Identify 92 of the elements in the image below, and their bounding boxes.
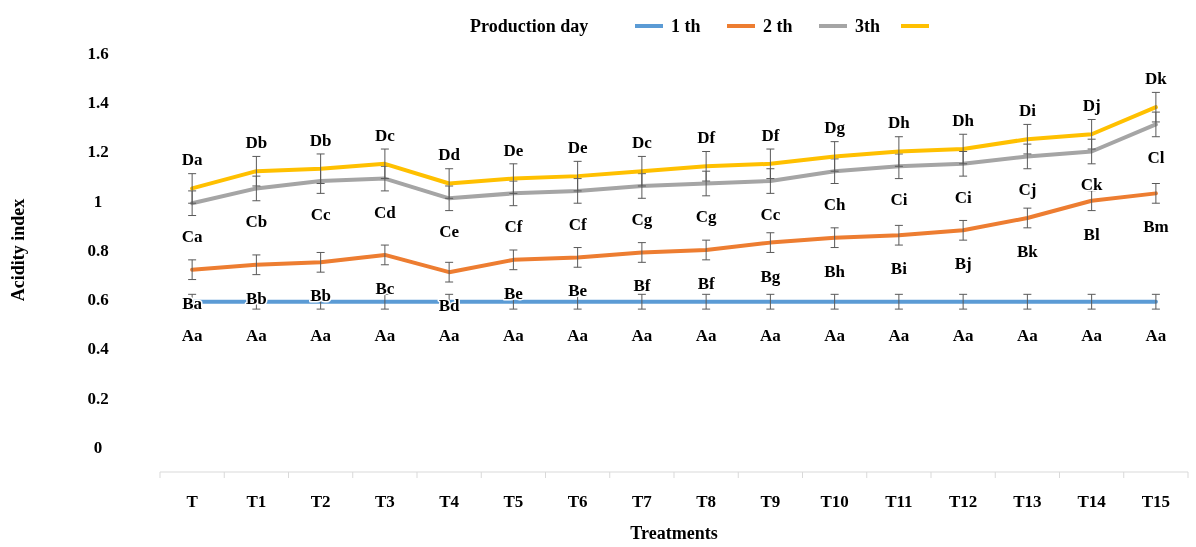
data-label: Aa	[695, 325, 718, 345]
x-tick-label: T13	[1013, 492, 1042, 511]
y-tick-label: 1	[93, 191, 103, 211]
x-tick-label: T11	[885, 492, 913, 511]
data-label: Ck	[1080, 175, 1104, 195]
data-label: Bl	[1083, 224, 1100, 244]
y-tick-label: 0.2	[87, 388, 109, 408]
data-label: De	[567, 138, 588, 158]
data-label: Cg	[631, 209, 653, 229]
data-label: Di	[1018, 101, 1037, 121]
data-label: Cb	[245, 212, 268, 232]
y-tick-label: 0.8	[87, 240, 109, 260]
data-label: Dc	[374, 125, 396, 145]
legend-label: 3th	[855, 16, 881, 36]
data-label: Bc	[375, 278, 395, 298]
data-label: Bm	[1143, 217, 1169, 237]
x-tick-label: T8	[696, 492, 717, 511]
data-label: Aa	[824, 325, 846, 345]
data-label: Bf	[633, 276, 651, 296]
data-label: Cl	[1147, 148, 1165, 168]
data-label: Aa	[567, 325, 589, 345]
data-label: Dj	[1082, 96, 1101, 116]
data-label: Db	[245, 133, 268, 153]
data-label: Bg	[760, 266, 781, 286]
data-label: Df	[697, 128, 716, 148]
data-label: Aa	[1145, 325, 1167, 345]
data-label: Dd	[438, 145, 461, 165]
data-label: Db	[309, 130, 332, 150]
data-label: Aa	[502, 325, 525, 345]
data-label: Cc	[310, 205, 331, 224]
y-tick-label: 0.6	[87, 290, 109, 310]
data-label: Ca	[181, 227, 204, 247]
y-tick-label: 0.4	[87, 339, 110, 359]
data-label: Da	[181, 150, 204, 170]
y-tick-label: 1.4	[87, 93, 110, 113]
data-label: Dh	[888, 113, 911, 133]
x-tick-label: T2	[310, 492, 331, 511]
x-tick-label: T7	[631, 492, 653, 511]
y-tick-label: 1.2	[87, 142, 109, 162]
data-label: Ci	[890, 190, 908, 210]
x-tick-label: T6	[567, 492, 588, 511]
x-tick-label: T15	[1141, 492, 1171, 511]
x-tick-label: T10	[820, 492, 849, 511]
x-tick-label: T14	[1077, 492, 1107, 511]
x-tick-label: T3	[374, 492, 395, 511]
legend-label: 2 th	[763, 16, 793, 36]
data-label: Cc	[760, 205, 781, 224]
data-label: Aa	[888, 325, 910, 345]
y-axis-title: Acidity index	[8, 198, 28, 302]
x-axis-title: Treatments	[630, 523, 718, 543]
data-label: Aa	[374, 325, 396, 345]
x-tick-label: T	[186, 492, 199, 511]
data-label: Aa	[438, 325, 461, 345]
data-label: Cj	[1018, 180, 1037, 200]
legend-title: Production day	[470, 16, 589, 36]
data-label: Aa	[759, 325, 782, 345]
x-tick-label: T5	[503, 492, 524, 511]
legend-label: 1 th	[671, 16, 701, 36]
data-label: Ch	[823, 195, 847, 215]
data-label: Ce	[439, 222, 460, 242]
x-tick-label: T12	[948, 492, 978, 511]
data-label: Aa	[1081, 325, 1103, 345]
data-label: Ci	[954, 187, 972, 207]
data-label: Bf	[697, 273, 715, 293]
data-label: Bh	[824, 261, 846, 281]
data-label: Ba	[182, 293, 203, 313]
x-tick-label: T4	[439, 492, 460, 511]
data-label: Aa	[1016, 325, 1039, 345]
data-label: Dg	[824, 118, 846, 138]
data-label: Aa	[952, 325, 975, 345]
data-label: Aa	[181, 325, 204, 345]
data-label: Cg	[695, 207, 718, 227]
data-label: Bj	[954, 254, 972, 274]
data-label: Bi	[890, 259, 908, 279]
data-label: Be	[568, 281, 588, 301]
data-label: Aa	[310, 325, 332, 345]
x-tick-label: T1	[246, 492, 267, 511]
data-label: Df	[761, 125, 780, 145]
data-label: Dk	[1145, 69, 1168, 89]
data-label: Dh	[952, 110, 975, 130]
data-label: De	[503, 140, 524, 160]
data-label: Cf	[504, 217, 523, 237]
data-label: Cf	[568, 214, 587, 234]
y-tick-label: 1.6	[87, 43, 109, 63]
data-label: Bk	[1016, 241, 1039, 261]
data-label: Be	[503, 283, 524, 303]
data-label: Aa	[245, 325, 268, 345]
x-tick-label: T9	[760, 492, 781, 511]
data-label: Aa	[631, 325, 653, 345]
data-label: Cd	[374, 202, 397, 222]
data-label: Dc	[631, 133, 653, 153]
y-tick-label: 0	[93, 437, 103, 457]
